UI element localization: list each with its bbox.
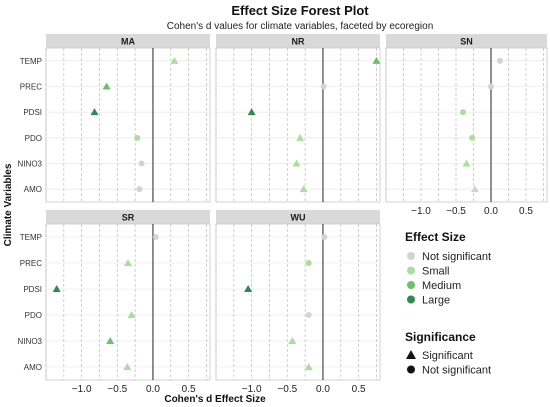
x-tick-label: −0.5 bbox=[446, 206, 466, 217]
y-tick-label: PDO bbox=[25, 311, 42, 320]
x-tick-label: 0.0 bbox=[484, 206, 498, 217]
y-tick-label: PREC bbox=[20, 259, 42, 268]
data-point-temp bbox=[497, 57, 504, 64]
data-point-prec bbox=[320, 83, 327, 90]
facet-wu: WU −1.0 −0.5 0.0 0.5 bbox=[215, 210, 381, 395]
x-tick-label: 0.5 bbox=[182, 384, 196, 395]
data-point-amo bbox=[299, 185, 308, 193]
chart-title: Effect Size Forest Plot bbox=[231, 3, 369, 18]
legend-swatch-medium bbox=[407, 281, 415, 289]
x-tick-label: −0.5 bbox=[277, 384, 297, 395]
data-point-pdsi bbox=[460, 109, 466, 116]
legend-swatch-large bbox=[407, 295, 415, 304]
facet-ma: MA TEMP PREC PDSI PDO NINO3 AMO bbox=[18, 34, 211, 203]
y-tick-label: PDSI bbox=[23, 108, 42, 117]
x-tick-label: 0.5 bbox=[352, 384, 366, 395]
panel-background bbox=[385, 47, 548, 203]
data-point-amo bbox=[136, 186, 143, 193]
data-point-pdo bbox=[134, 134, 141, 141]
y-tick-label: PDSI bbox=[23, 285, 42, 294]
data-point-pdsi bbox=[52, 285, 61, 292]
data-point-amo bbox=[123, 363, 132, 370]
data-point-nino3 bbox=[462, 159, 471, 167]
data-point-nino3 bbox=[288, 337, 297, 344]
legend-swatch-not-significant bbox=[407, 252, 415, 260]
x-tick-label: −0.5 bbox=[107, 384, 127, 395]
y-tick-label: TEMP bbox=[20, 57, 42, 66]
chart-subtitle: Cohen's d values for climate variables, … bbox=[167, 21, 434, 32]
panel-background bbox=[45, 223, 211, 381]
facet-strip bbox=[216, 34, 380, 48]
panel-background bbox=[215, 223, 381, 381]
legend-significance-label: Significant bbox=[422, 350, 473, 362]
legend-effect-size-label: Large bbox=[422, 295, 450, 307]
facet-sr: SR TEMP PREC PDSI PDO NINO3 AMO −1.0 −0.5 0.0 0.5 bbox=[18, 210, 211, 395]
facet-strip-label: NR bbox=[292, 37, 305, 47]
y-tick-label: NINO3 bbox=[18, 337, 43, 346]
data-point-temp bbox=[321, 234, 328, 240]
panel-background bbox=[215, 47, 381, 203]
y-tick-label: NINO3 bbox=[18, 160, 43, 169]
facet-strip-label: SN bbox=[460, 37, 473, 47]
data-point-amo bbox=[470, 185, 479, 193]
data-point-nino3 bbox=[292, 159, 301, 167]
legend-significance-label: Not significant bbox=[422, 365, 491, 377]
panel-background bbox=[45, 47, 211, 203]
y-tick-label: AMO bbox=[24, 363, 42, 372]
facet-strip bbox=[46, 34, 210, 48]
legend-effect-size-label: Not significant bbox=[422, 251, 491, 263]
facet-strip-label: MA bbox=[121, 37, 135, 47]
x-tick-label: 0.5 bbox=[519, 206, 533, 217]
x-tick-label: −1.0 bbox=[242, 384, 262, 395]
data-point-prec bbox=[488, 83, 494, 90]
x-tick-label: 0.0 bbox=[316, 384, 330, 395]
facet-strip-label: SR bbox=[122, 213, 135, 223]
legend-triangle-icon bbox=[406, 350, 416, 359]
data-point-temp bbox=[152, 234, 159, 240]
x-tick-label: −1.0 bbox=[72, 384, 92, 395]
legend-effect-size-title: Effect Size bbox=[405, 230, 466, 244]
data-point-pdsi bbox=[247, 108, 256, 116]
x-tick-label: 0.0 bbox=[146, 384, 160, 395]
legend-swatch-small bbox=[407, 266, 415, 275]
data-point-prec bbox=[102, 82, 111, 90]
data-point-pdo bbox=[296, 133, 305, 141]
facet-strip-label: WU bbox=[291, 213, 306, 223]
y-tick-label: PREC bbox=[20, 83, 42, 92]
facet-sn: SN −1.0 −0.5 0.0 0.5 bbox=[385, 34, 548, 217]
legend-effect-size-label: Small bbox=[422, 266, 450, 278]
data-point-prec bbox=[305, 260, 312, 266]
legend-effect-size-label: Medium bbox=[422, 280, 461, 292]
y-axis-label: Climate Variables bbox=[3, 163, 14, 246]
legend: Effect Size Not significant Small Medium Lar… bbox=[405, 230, 491, 377]
facet-strip bbox=[46, 210, 210, 224]
x-axis-label: Cohen's d Effect Size bbox=[164, 394, 266, 405]
data-point-amo bbox=[304, 363, 313, 370]
y-tick-label: TEMP bbox=[20, 233, 42, 242]
data-point-pdo bbox=[127, 311, 136, 318]
data-point-nino3 bbox=[138, 160, 145, 167]
facet-nr: NR bbox=[215, 34, 381, 203]
legend-circle-icon bbox=[407, 365, 415, 374]
facet-strip bbox=[386, 34, 547, 48]
facet-panels: MA TEMP PREC PDSI PDO NINO3 AMO NR SN −1.0 −0.5 0.0… bbox=[18, 34, 548, 395]
data-point-temp bbox=[170, 56, 179, 64]
data-point-temp bbox=[372, 56, 381, 64]
y-tick-label: PDO bbox=[25, 134, 42, 143]
data-point-pdo bbox=[469, 134, 476, 141]
facet-strip bbox=[216, 210, 380, 224]
y-tick-label: AMO bbox=[24, 185, 42, 194]
data-point-nino3 bbox=[106, 337, 115, 344]
data-point-pdo bbox=[305, 312, 312, 318]
data-point-prec bbox=[124, 259, 132, 266]
data-point-pdsi bbox=[90, 108, 99, 116]
data-point-pdsi bbox=[244, 285, 253, 292]
legend-significance-title: Significance bbox=[405, 330, 476, 344]
x-tick-label: −1.0 bbox=[411, 206, 431, 217]
